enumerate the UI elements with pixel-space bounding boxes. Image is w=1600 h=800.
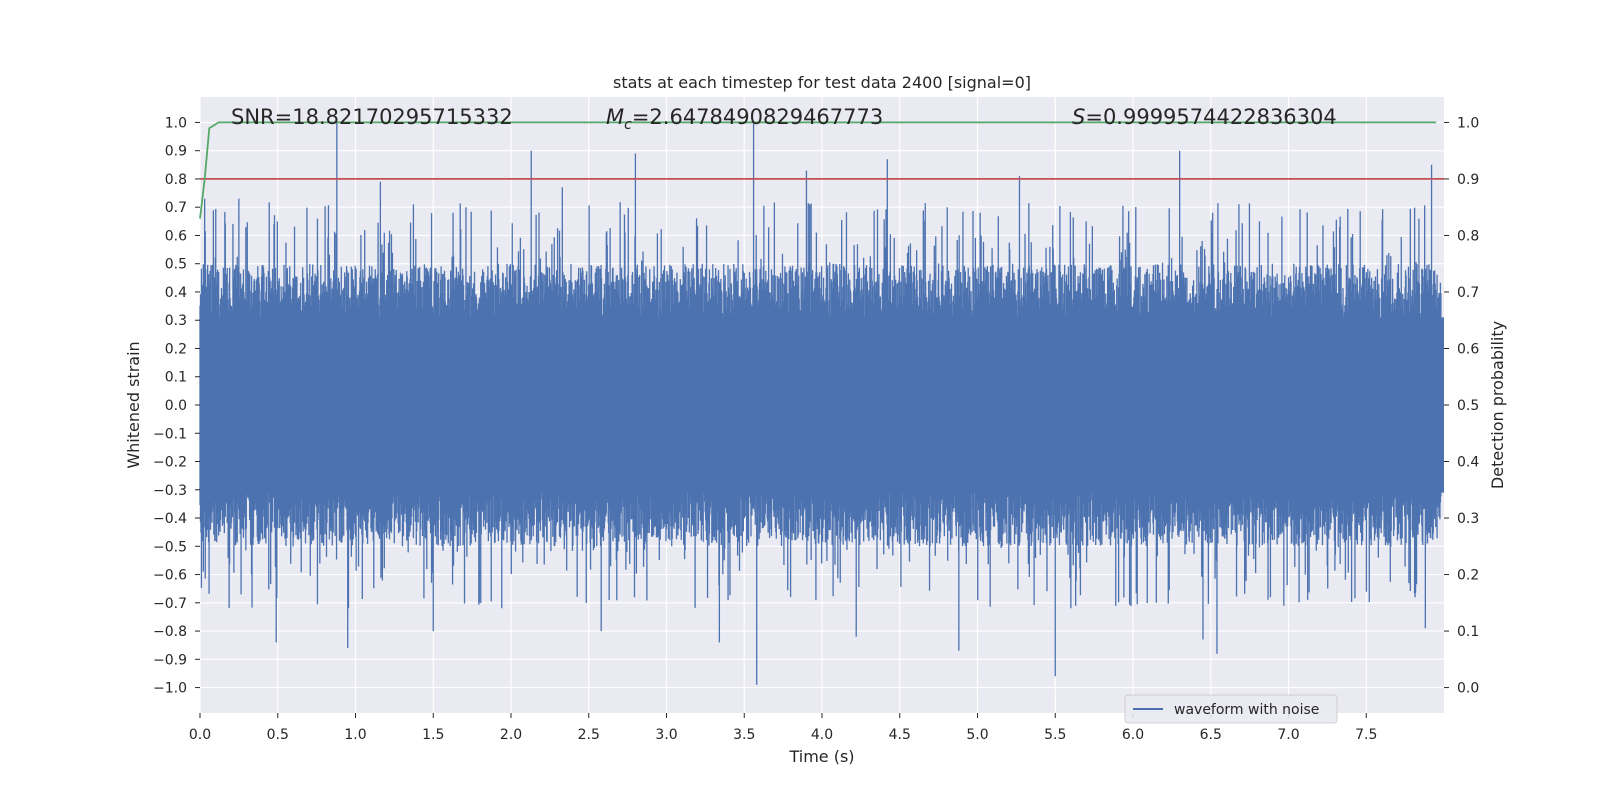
y-tick-label: 0.5 <box>165 257 187 273</box>
x-tick-label: 2.5 <box>578 727 600 743</box>
y-tick-label: −0.9 <box>153 652 187 668</box>
y-tick-label: −0.1 <box>153 426 187 442</box>
chirp-mass-annotation: Mc=2.6478490829467773 <box>606 105 883 133</box>
legend-box <box>1124 694 1338 724</box>
y-tick-label: 0.9 <box>165 144 187 160</box>
x-tick-label: 7.0 <box>1277 727 1299 743</box>
x-tick-label: 7.5 <box>1355 727 1377 743</box>
y2-tick-label: 0.2 <box>1457 568 1479 584</box>
y2-tick-label: 1.0 <box>1457 115 1479 131</box>
y-tick-label: 1.0 <box>165 115 187 131</box>
y-tick-label: −0.3 <box>153 483 187 499</box>
y2-tick-label: 0.5 <box>1457 398 1479 414</box>
waveform-core-band <box>200 317 1444 493</box>
y-tick-label: −0.6 <box>153 568 187 584</box>
y-tick-label: 0.7 <box>165 200 187 216</box>
x-tick-label: 5.5 <box>1044 727 1066 743</box>
x-tick-label: 3.0 <box>655 727 677 743</box>
detection-stat-annotation: S=0.9999574422836304 <box>1072 105 1337 129</box>
x-tick-label: 5.0 <box>966 727 988 743</box>
y2-tick-label: 0.4 <box>1457 455 1479 471</box>
y2-tick-label: 0.6 <box>1457 341 1479 357</box>
y2-tick-label: 0.8 <box>1457 228 1479 244</box>
x-tick-label: 1.0 <box>344 727 366 743</box>
chart-title: stats at each timestep for test data 240… <box>613 73 1031 92</box>
x-tick-label: 4.5 <box>889 727 911 743</box>
legend-label: waveform with noise <box>1174 702 1319 718</box>
x-axis-title: Time (s) <box>788 747 854 766</box>
detection-probability-line <box>199 121 1437 219</box>
y-tick-label: 0.8 <box>165 172 187 188</box>
y-tick-label: −0.5 <box>153 539 187 555</box>
y-tick-label: −0.8 <box>153 624 187 640</box>
y-tick-label: 0.6 <box>165 228 187 244</box>
y-tick-label: −0.7 <box>153 596 187 612</box>
x-tick-label: 6.5 <box>1200 727 1222 743</box>
y-tick-label: 0.2 <box>165 341 187 357</box>
x-tick-label: 6.0 <box>1122 727 1144 743</box>
snr-annotation: SNR=18.82170295715332 <box>231 105 513 129</box>
y2-tick-label: 0.9 <box>1457 172 1479 188</box>
y-tick-label: 0.3 <box>165 313 187 329</box>
y-tick-label: −0.2 <box>153 455 187 471</box>
legend: waveform with noise <box>1124 694 1338 724</box>
x-tick-label: 4.0 <box>811 727 833 743</box>
y2-tick-label: 0.0 <box>1457 681 1479 697</box>
y-tick-label: −0.4 <box>153 511 187 527</box>
x-tick-label: 0.0 <box>189 727 211 743</box>
axes: 0.0 0.5 1.0 1.5 2.0 2.5 3.0 3.5 4.0 4.5 5.0 5.5 6.0 6… <box>153 115 1479 743</box>
x-tick-label: 1.5 <box>422 727 444 743</box>
y-tick-label: −1.0 <box>153 681 187 697</box>
y-axis-title: Whitened strain <box>124 341 143 468</box>
y-tick-label: 0.1 <box>165 370 187 386</box>
waveform-noise <box>199 122 1444 685</box>
x-tick-label: 2.0 <box>500 727 522 743</box>
y-tick-label: 0.0 <box>165 398 187 414</box>
y2-tick-label: 0.3 <box>1457 511 1479 527</box>
y2-tick-label: 0.1 <box>1457 624 1479 640</box>
y2-axis-title: Detection probability <box>1488 321 1507 489</box>
y-tick-label: 0.4 <box>165 285 187 301</box>
x-tick-label: 0.5 <box>267 727 289 743</box>
overlay-lines <box>199 121 1444 219</box>
y2-tick-label: 0.7 <box>1457 285 1479 301</box>
x-tick-label: 3.5 <box>733 727 755 743</box>
